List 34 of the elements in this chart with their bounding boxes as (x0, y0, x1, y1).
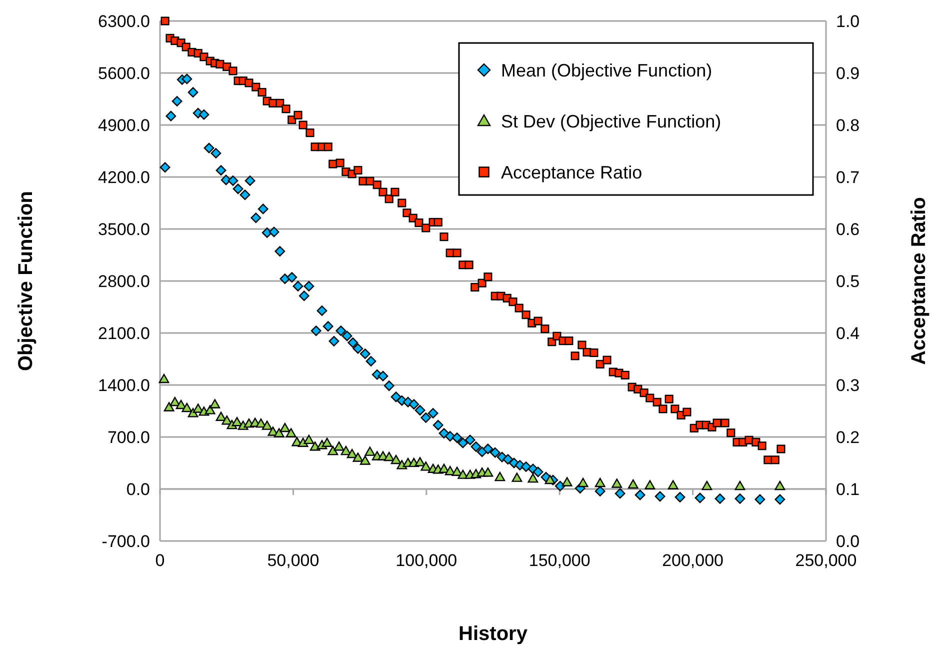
y2-tick-label: 0.3 (836, 376, 860, 395)
y2-tick-label: 0.6 (836, 220, 860, 239)
y-tick-label: 2100.0 (98, 324, 150, 343)
x-tick-label: 150,000 (528, 551, 590, 570)
y-tick-label: 2800.0 (98, 272, 150, 291)
y2-tick-label: 0.9 (836, 64, 860, 83)
y2-tick-label: 0.1 (836, 480, 860, 499)
y-tick-label: 700.0 (107, 428, 150, 447)
y2-tick-label: 0.7 (836, 168, 860, 187)
y2-tick-label: 0.5 (836, 272, 860, 291)
x-tick-label: 50,000 (267, 551, 320, 570)
y-axis-title: Objective Function (15, 190, 37, 372)
y-tick-label: 1400.0 (98, 376, 150, 395)
y-tick-label: -700.0 (102, 532, 150, 551)
y2-tick-label: 0.8 (836, 116, 860, 135)
y2-tick-label: 0.4 (836, 324, 860, 343)
legend-label: Mean (Objective Function) (501, 60, 712, 80)
y-tick-label: 6300.0 (98, 12, 150, 31)
legend-label: St Dev (Objective Function) (501, 111, 722, 132)
y2-tick-label: 0.0 (836, 532, 860, 551)
x-tick-label: 200,000 (662, 551, 724, 570)
y2-tick-label: 0.2 (836, 428, 860, 447)
x-tick-label: 100,000 (396, 551, 458, 570)
y2-axis-title: Acceptance Ratio (908, 197, 930, 365)
y-tick-label: 0.0 (126, 480, 150, 499)
y-tick-label: 3500.0 (98, 220, 150, 239)
y-tick-label: 4900.0 (98, 116, 150, 135)
legend-label: Acceptance Ratio (501, 162, 642, 182)
y-tick-label: 4200.0 (98, 168, 150, 187)
y-tick-label: 5600.0 (98, 64, 150, 83)
x-axis-title: History (458, 623, 528, 645)
x-tick-label: 250,000 (795, 551, 857, 570)
y2-tick-label: 1.0 (836, 12, 860, 31)
x-tick-label: 0 (155, 551, 165, 570)
